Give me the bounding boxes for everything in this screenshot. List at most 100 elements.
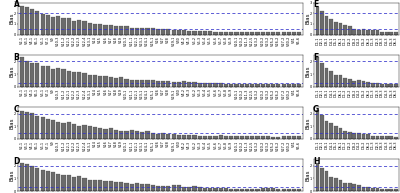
Bar <box>266 136 270 139</box>
Bar <box>357 185 361 191</box>
Bar <box>250 84 254 87</box>
Bar <box>145 28 150 35</box>
Bar <box>40 117 45 139</box>
Bar <box>390 84 393 87</box>
Bar <box>51 172 55 191</box>
Bar <box>362 134 366 139</box>
Bar <box>245 136 249 139</box>
Bar <box>219 135 223 139</box>
Bar <box>394 84 398 87</box>
Bar <box>130 28 134 35</box>
Bar <box>348 79 352 87</box>
Bar <box>192 82 197 87</box>
Bar <box>240 189 244 191</box>
Bar <box>320 11 324 35</box>
Bar <box>282 32 286 35</box>
Bar <box>51 120 55 139</box>
Bar <box>376 30 379 35</box>
Bar <box>172 134 176 139</box>
Bar <box>343 131 347 139</box>
Bar <box>104 130 108 139</box>
Bar <box>130 130 134 139</box>
Bar <box>380 189 384 191</box>
Bar <box>30 166 34 191</box>
Bar <box>135 28 139 35</box>
Bar <box>287 84 291 87</box>
Bar <box>150 185 155 191</box>
Bar <box>88 179 92 191</box>
Bar <box>234 189 238 191</box>
Bar <box>297 136 302 139</box>
Bar <box>77 20 81 35</box>
Bar <box>348 183 352 191</box>
Bar <box>72 21 76 35</box>
Bar <box>177 185 181 191</box>
Bar <box>255 32 260 35</box>
Bar <box>114 26 118 35</box>
Bar <box>182 187 186 191</box>
Bar <box>320 63 324 87</box>
Bar <box>192 135 197 139</box>
Bar <box>56 68 60 87</box>
Bar <box>255 189 260 191</box>
Bar <box>214 135 218 139</box>
Bar <box>35 168 40 191</box>
Bar <box>394 137 398 139</box>
Bar <box>339 23 342 35</box>
Bar <box>20 112 24 139</box>
Bar <box>67 19 71 35</box>
Bar <box>93 24 97 35</box>
Bar <box>182 30 186 35</box>
Bar <box>62 18 66 35</box>
Bar <box>172 82 176 87</box>
Bar <box>82 125 87 139</box>
Bar <box>72 124 76 139</box>
Y-axis label: Bias: Bias <box>306 65 310 77</box>
Bar <box>292 32 296 35</box>
Bar <box>93 127 97 139</box>
Bar <box>20 6 24 35</box>
Bar <box>62 175 66 191</box>
Bar <box>255 136 260 139</box>
Bar <box>343 78 347 87</box>
Bar <box>380 136 384 139</box>
Bar <box>46 66 50 87</box>
Bar <box>224 188 228 191</box>
Bar <box>130 184 134 191</box>
Bar <box>316 163 319 191</box>
Bar <box>135 183 139 191</box>
Text: F: F <box>313 52 318 62</box>
Bar <box>119 77 123 87</box>
Bar <box>161 133 165 139</box>
Bar <box>20 58 24 87</box>
Bar <box>329 177 333 191</box>
Bar <box>114 182 118 191</box>
Bar <box>114 130 118 139</box>
Bar <box>56 16 60 35</box>
Bar <box>371 83 375 87</box>
Bar <box>140 28 144 35</box>
Bar <box>292 84 296 87</box>
Bar <box>334 75 338 87</box>
Bar <box>140 132 144 139</box>
Bar <box>135 130 139 139</box>
Bar <box>229 32 233 35</box>
Bar <box>30 9 34 35</box>
Text: B: B <box>14 52 20 62</box>
Bar <box>172 30 176 35</box>
Bar <box>357 133 361 139</box>
Bar <box>376 136 379 139</box>
Bar <box>245 32 249 35</box>
Bar <box>292 136 296 139</box>
Bar <box>98 25 102 35</box>
Bar <box>30 113 34 139</box>
Bar <box>140 80 144 87</box>
Bar <box>219 188 223 191</box>
Bar <box>287 189 291 191</box>
Bar <box>245 189 249 191</box>
Bar <box>297 84 302 87</box>
Bar <box>109 77 113 87</box>
Bar <box>297 189 302 191</box>
Y-axis label: Bias: Bias <box>9 13 14 25</box>
Bar <box>219 83 223 87</box>
